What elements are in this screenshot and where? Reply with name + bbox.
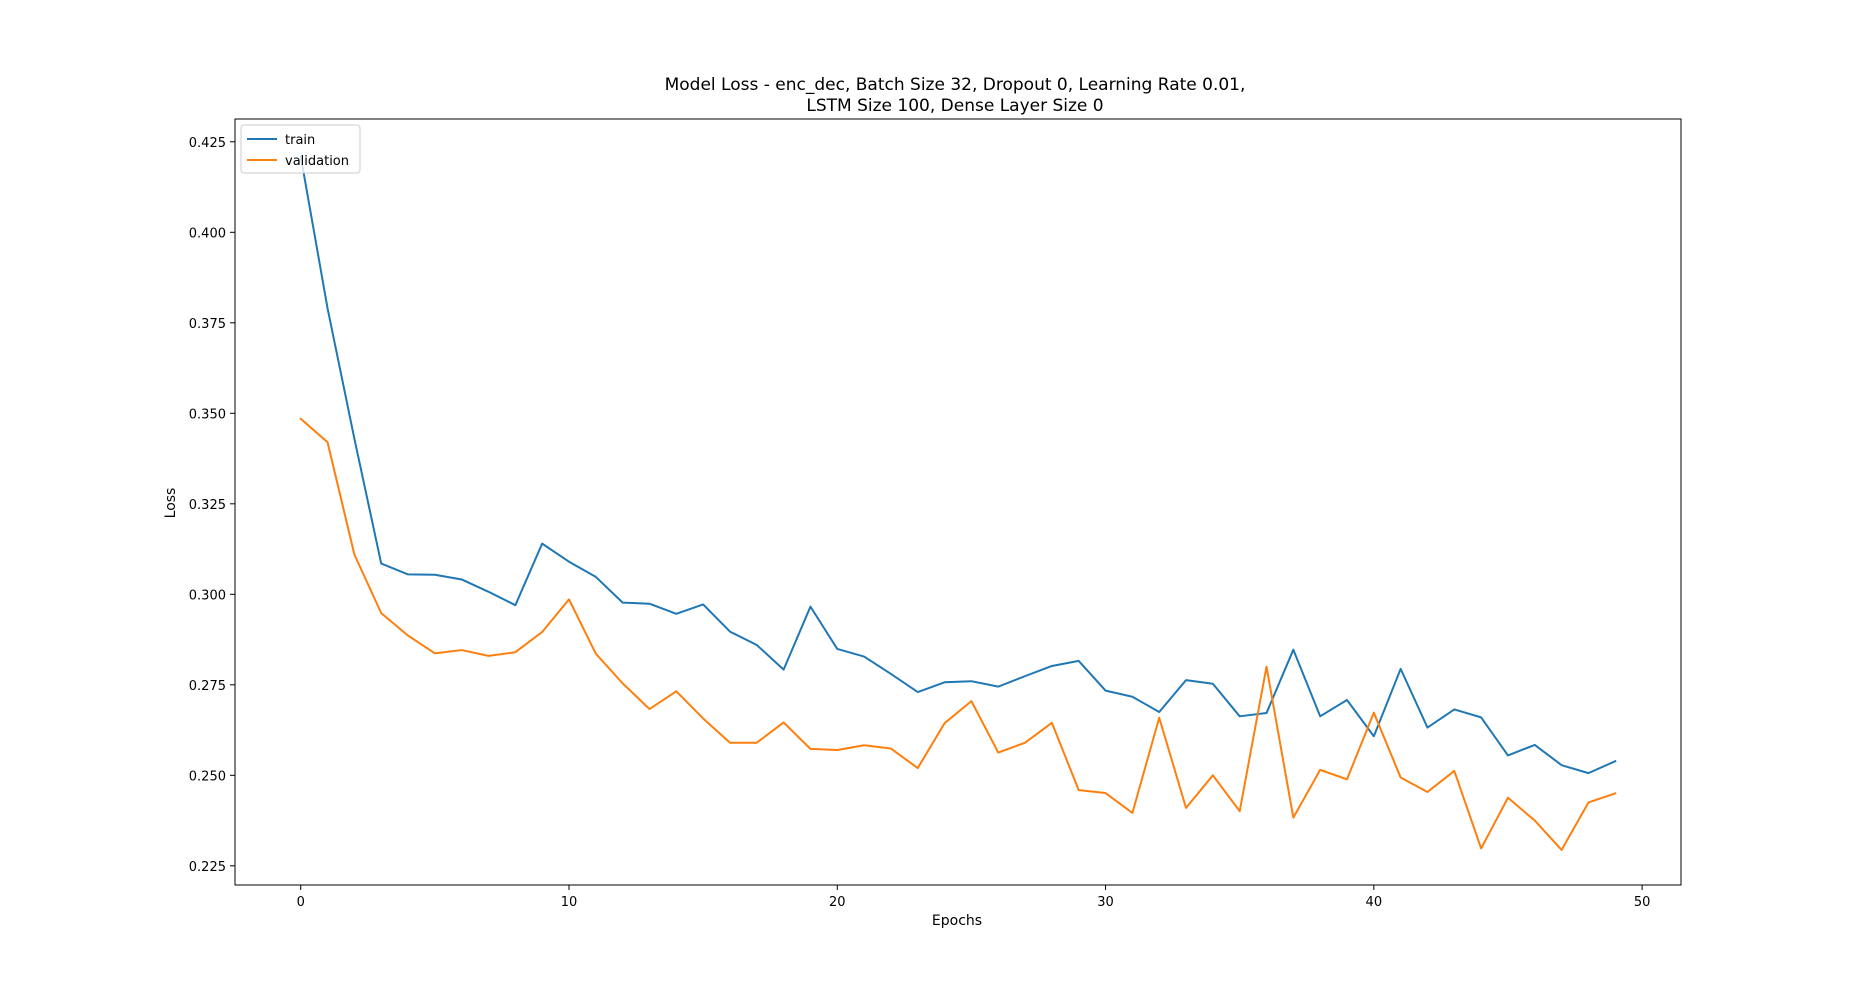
chart-title-line-1: Model Loss - enc_dec, Batch Size 32, Dro… (665, 75, 1246, 95)
y-tick-label: 0.300 (189, 588, 226, 603)
x-tick-label: 0 (297, 895, 305, 910)
x-axis-ticks: 0 10 20 30 40 50 (297, 885, 1651, 910)
plot-area (234, 118, 1682, 886)
x-tick-label: 50 (1634, 895, 1651, 910)
chart-title: Model Loss - enc_dec, Batch Size 32, Dro… (665, 75, 1246, 116)
x-tick-label: 40 (1366, 895, 1383, 910)
train-series-line (299, 155, 1617, 775)
x-tick-label: 30 (1097, 895, 1114, 910)
legend-train-label: train (285, 133, 315, 148)
chart-title-line-2: LSTM Size 100, Dense Layer Size 0 (806, 96, 1103, 116)
y-axis-ticks: 0.225 0.250 0.275 0.300 0.325 0.350 0.375 0.400… (189, 136, 235, 875)
y-tick-label: 0.275 (189, 679, 226, 694)
validation-series-line (299, 417, 1617, 851)
y-tick-label: 0.225 (189, 860, 226, 875)
y-tick-label: 0.325 (189, 498, 226, 513)
y-tick-label: 0.350 (189, 407, 226, 422)
y-tick-label: 0.375 (189, 317, 226, 332)
legend-validation-label: validation (285, 154, 349, 169)
x-tick-label: 20 (829, 895, 846, 910)
y-axis-label: Loss (163, 488, 179, 519)
legend: train validation (240, 124, 361, 174)
series-lines (299, 155, 1617, 851)
y-tick-label: 0.425 (189, 136, 226, 151)
x-tick-label: 10 (561, 895, 578, 910)
y-tick-label: 0.400 (189, 226, 226, 241)
y-tick-label: 0.250 (189, 769, 226, 784)
x-axis-label: Epochs (932, 913, 982, 929)
